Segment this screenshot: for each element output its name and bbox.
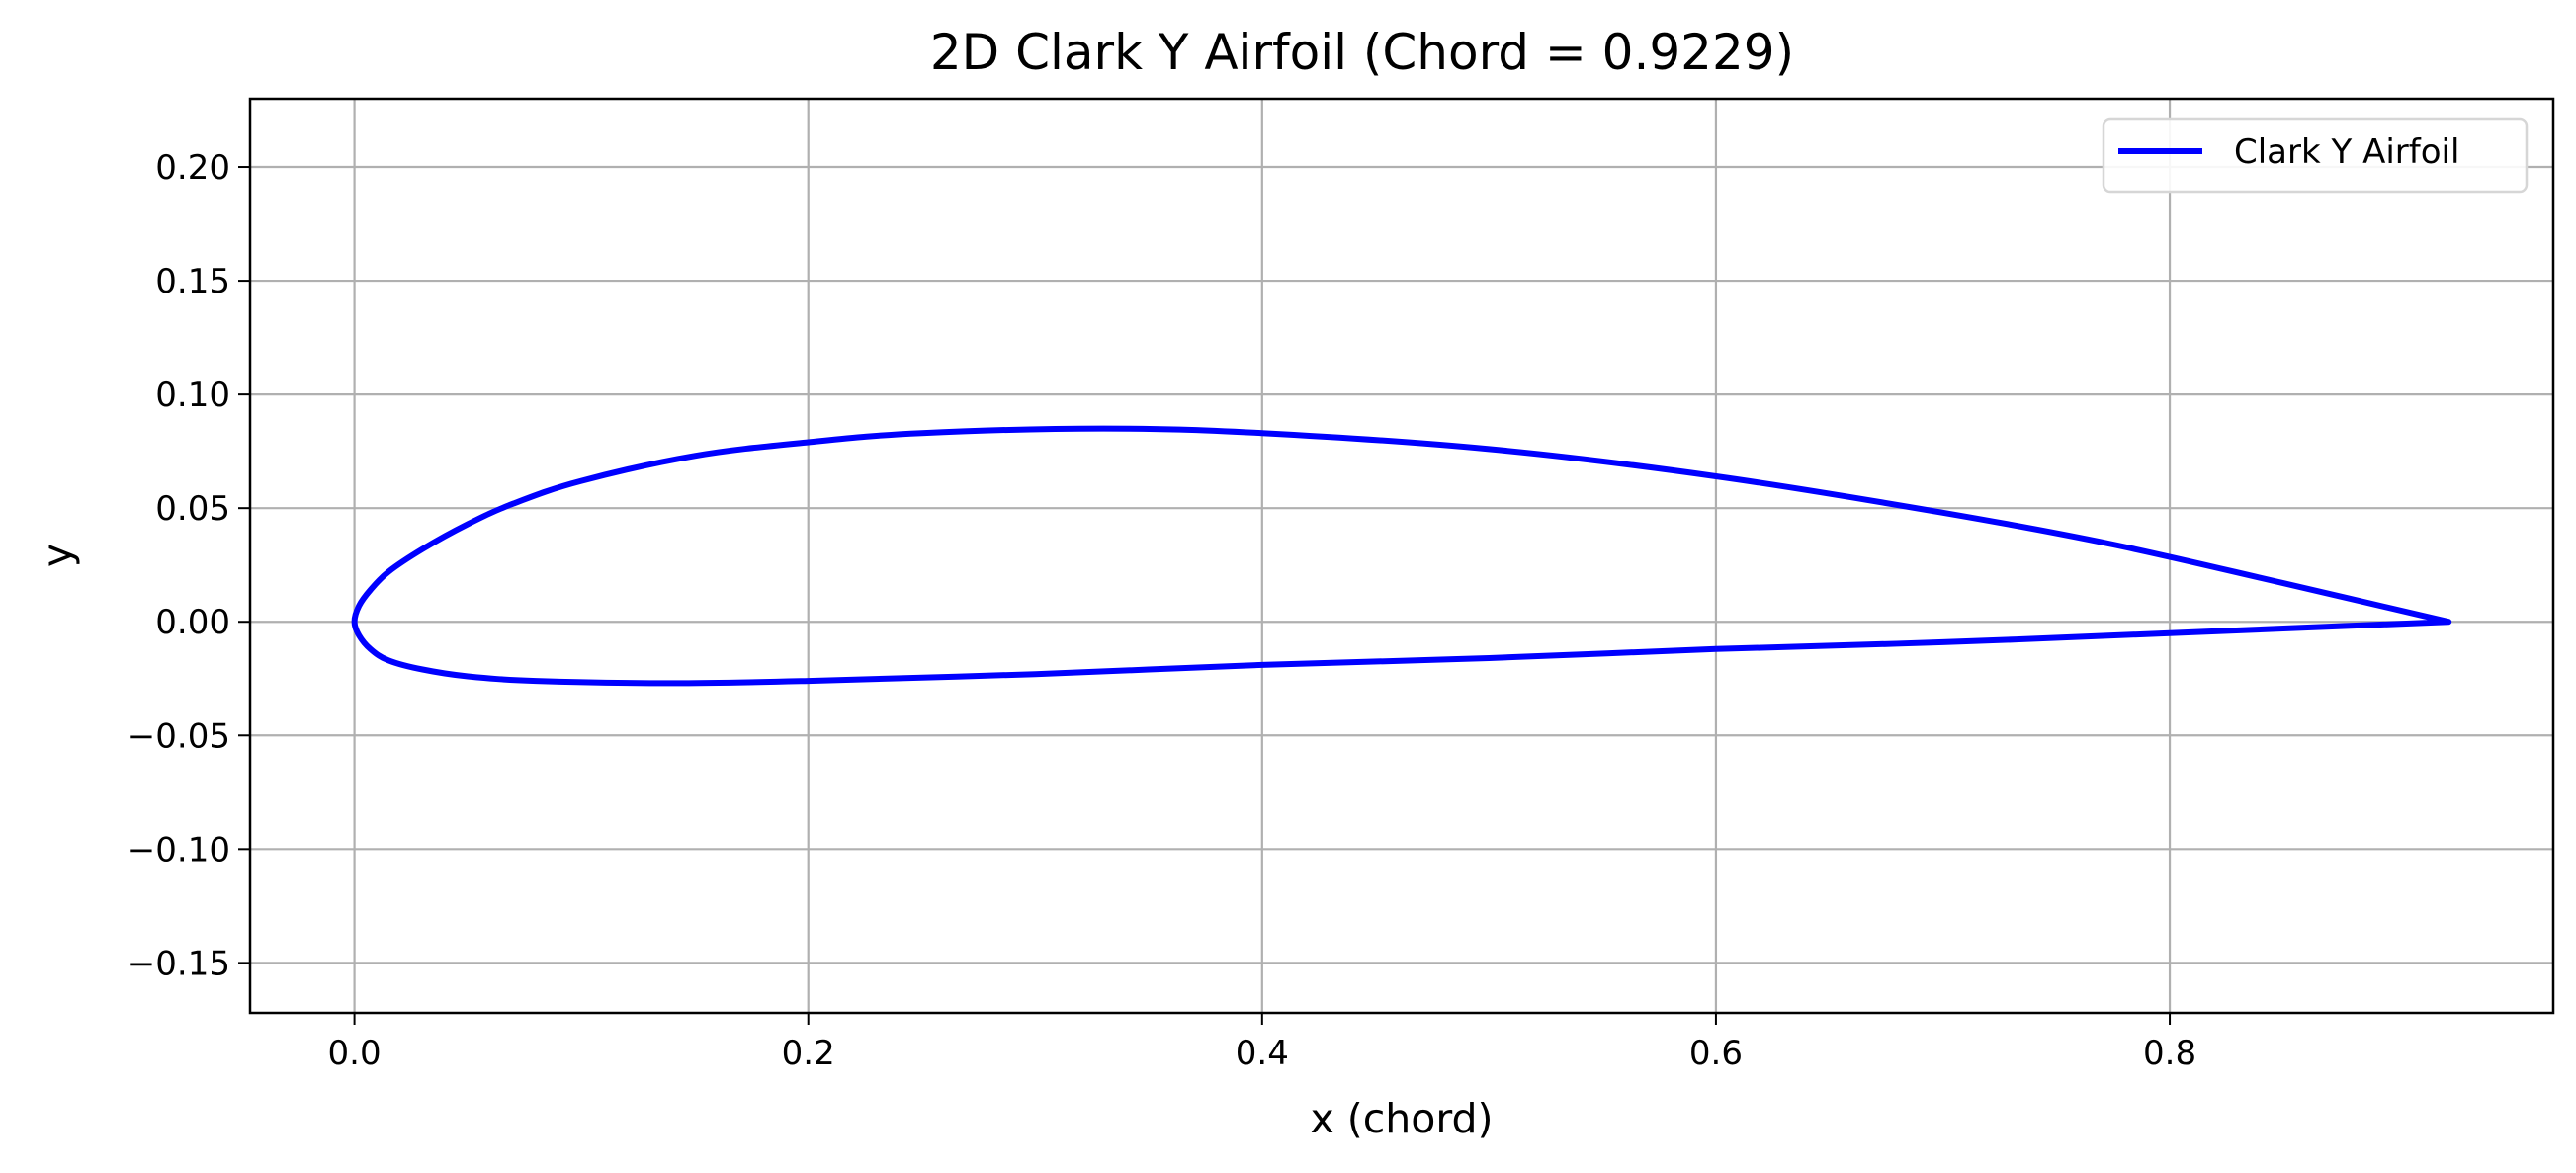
plot-area (250, 99, 2553, 1013)
x-tick-label: 0.6 (1689, 1034, 1743, 1073)
x-tick-label: 0.0 (328, 1034, 382, 1073)
legend-label-clark-y-airfoil: Clark Y Airfoil (2234, 132, 2459, 172)
y-axis-label: y (34, 544, 81, 567)
x-axis-label: x (chord) (1310, 1095, 1493, 1142)
y-tick-label: 0.15 (155, 262, 230, 301)
y-tick-label: 0.05 (155, 489, 230, 529)
x-tick-label: 0.8 (2143, 1034, 2196, 1073)
axis-ticks: 0.0 0.2 0.4 0.6 0.8 0.20 0.15 0.10 0.05 0.00 −0.05… (128, 148, 2196, 1073)
y-tick-label: 0.20 (155, 148, 230, 188)
y-tick-label: 0.10 (155, 376, 230, 415)
y-tick-label: −0.05 (128, 716, 230, 756)
plot-frame (248, 97, 2555, 1015)
legend: Clark Y Airfoil (2102, 117, 2529, 194)
chart-title: 2D Clark Y Airfoil (Chord = 0.9229) (930, 24, 1794, 81)
y-tick-label: −0.10 (128, 830, 230, 870)
grid-lines (250, 99, 2553, 1013)
y-tick-label: 0.00 (155, 603, 230, 642)
x-tick-label: 0.2 (782, 1034, 835, 1073)
series-line-clark-y-airfoil (351, 425, 2452, 687)
legend-box (2102, 117, 2529, 194)
x-tick-label: 0.4 (1236, 1034, 1289, 1073)
y-tick-label: −0.15 (128, 944, 230, 983)
